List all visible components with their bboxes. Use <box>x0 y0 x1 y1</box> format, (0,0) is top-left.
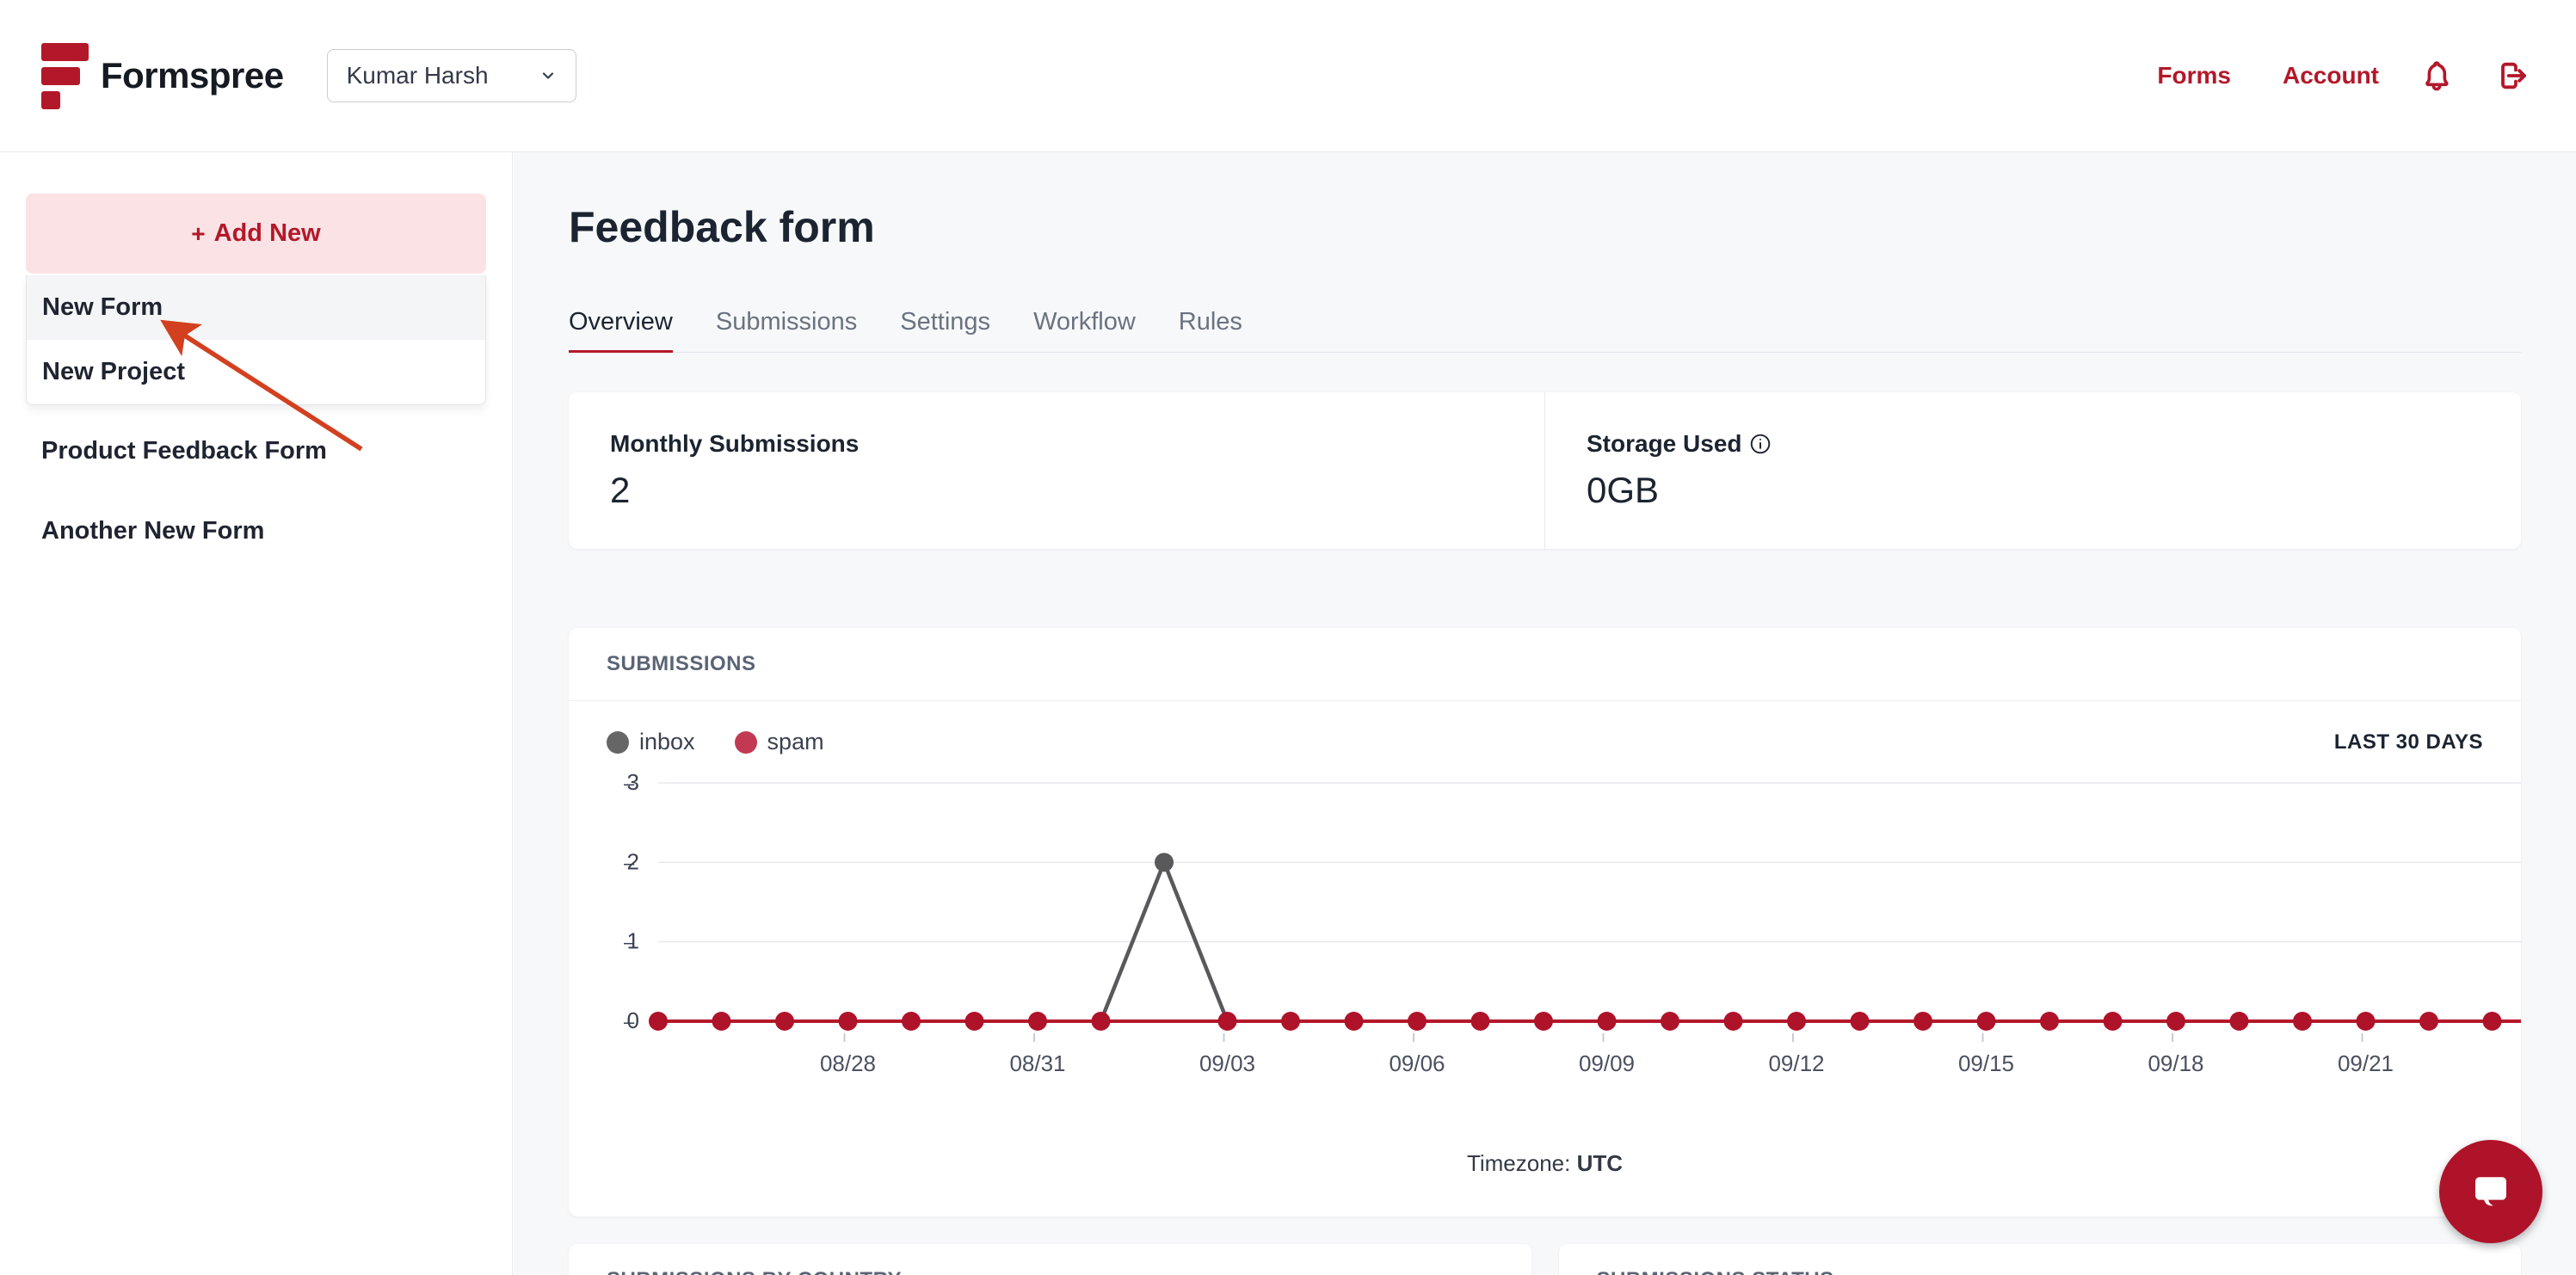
svg-text:08/28: 08/28 <box>820 1050 876 1076</box>
svg-text:08/31: 08/31 <box>1009 1050 1065 1076</box>
svg-text:09/03: 09/03 <box>1199 1050 1255 1076</box>
svg-text:09/21: 09/21 <box>2338 1050 2394 1076</box>
svg-text:–: – <box>624 1011 635 1032</box>
svg-text:09/06: 09/06 <box>1389 1050 1445 1076</box>
svg-text:–: – <box>624 932 635 953</box>
svg-text:09/12: 09/12 <box>1768 1050 1824 1076</box>
svg-text:09/18: 09/18 <box>2148 1050 2203 1076</box>
svg-text:–: – <box>624 773 635 794</box>
svg-text:09/15: 09/15 <box>1958 1050 2014 1076</box>
svg-text:09/09: 09/09 <box>1579 1050 1635 1076</box>
svg-text:–: – <box>624 852 635 873</box>
